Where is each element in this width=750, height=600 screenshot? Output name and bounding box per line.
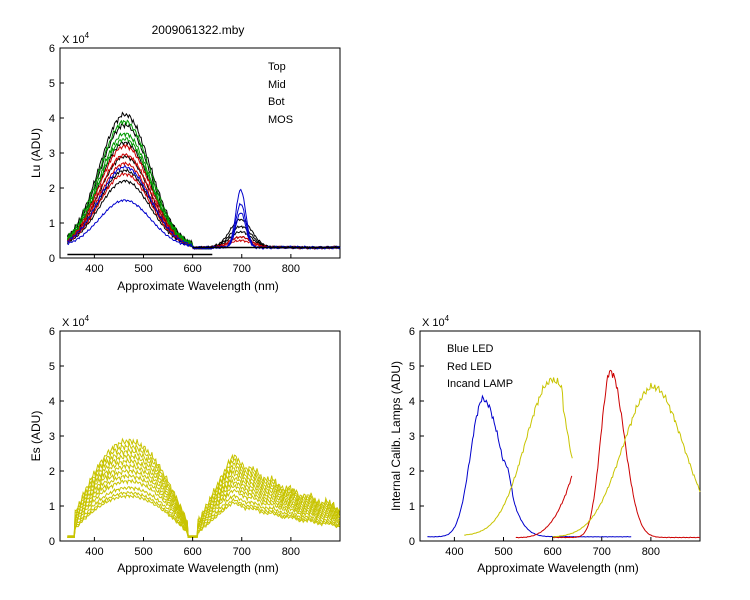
es-y-tick-label: 5 (49, 361, 55, 373)
es-y-tick-label: 4 (49, 396, 55, 408)
lamps-curves (427, 369, 701, 539)
lamps-y-ticks: 0 1 2 3 4 5 6 (409, 326, 424, 548)
lu-bot-line (66, 137, 212, 250)
es-line (67, 462, 340, 538)
es-y-tick-label: 3 (49, 431, 55, 443)
lu-y-tick-label: 2 (49, 183, 55, 195)
lu-legend: Top Mid Bot MOS (268, 61, 293, 126)
lu-chart: 400 500 600 700 800 0 1 2 3 4 5 6 X 104 Approximat… (29, 31, 341, 293)
lu-x-ticks: 400 500 600 700 800 (85, 254, 300, 275)
es-x-axis-label: Approximate Wavelength (nm) (117, 561, 279, 575)
lamps-y-tick-label: 0 (409, 536, 415, 548)
es-chart: 400 500 600 700 800 0 1 2 3 4 5 6 X 104 Approximat… (29, 314, 341, 575)
lamps-y-tick-label: 5 (409, 361, 415, 373)
es-y-tick-label: 1 (49, 501, 55, 513)
lu-top-line (67, 122, 212, 250)
lamps-x-tick-label: 600 (543, 546, 561, 558)
lamps-y-tick-label: 6 (409, 326, 415, 338)
lu-y-tick-label: 4 (49, 113, 55, 125)
lu-mos-line (67, 165, 213, 250)
lu-legend-mos: MOS (268, 114, 293, 126)
lu-x-tick-label: 500 (134, 263, 152, 275)
lamps-red-ledline (552, 369, 700, 539)
es-y-tick-label: 2 (49, 466, 55, 478)
es-y-axis-label: Es (ADU) (29, 411, 43, 462)
lamps-x-tick-label: 800 (642, 546, 660, 558)
es-line (67, 473, 340, 538)
lamps-legend-blue: Blue LED (447, 343, 494, 355)
lamps-multiplier: X 104 (422, 314, 450, 329)
es-y-ticks: 0 1 2 3 4 5 6 (49, 326, 64, 548)
lu-plot-area (59, 47, 341, 259)
lu-x-axis-label: Approximate Wavelength (nm) (117, 279, 279, 293)
lu-y-tick-label: 5 (49, 78, 55, 90)
lu-legend-bot: Bot (268, 96, 285, 108)
lu-mos-line (67, 199, 212, 250)
lu-multiplier: X 104 (62, 31, 90, 46)
lu-y-tick-label: 6 (49, 43, 55, 55)
es-line (67, 457, 340, 538)
es-multiplier: X 104 (62, 314, 90, 329)
es-x-tick-label: 500 (134, 546, 152, 558)
lamps-x-tick-label: 400 (445, 546, 463, 558)
lu-y-tick-label: 3 (49, 148, 55, 160)
lu-curves (66, 111, 341, 256)
lamps-legend-red: Red LED (447, 361, 492, 373)
lamps-y-tick-label: 1 (409, 501, 415, 513)
es-x-tick-label: 800 (282, 546, 300, 558)
lu-legend-mid: Mid (268, 79, 286, 91)
lu-x-tick-label: 600 (183, 263, 201, 275)
lamps-x-tick-label: 500 (494, 546, 512, 558)
es-y-tick-label: 6 (49, 326, 55, 338)
es-y-tick-label: 0 (49, 536, 55, 548)
lamps-y-tick-label: 4 (409, 396, 415, 408)
lamps-x-axis-label: Approximate Wavelength (nm) (477, 561, 639, 575)
lamps-legend: Blue LED Red LED Incand LAMP (447, 343, 513, 390)
lu-y-tick-label: 0 (49, 253, 55, 265)
es-curves (67, 437, 340, 538)
es-x-tick-label: 400 (85, 546, 103, 558)
lamps-y-axis-label: Internal Calib. Lamps (ADU) (389, 361, 403, 511)
lamps-y-tick-label: 2 (409, 466, 415, 478)
lamps-chart: 400 500 600 700 800 0 1 2 3 4 5 6 X 104 Approximat… (389, 314, 701, 575)
es-x-tick-label: 600 (183, 546, 201, 558)
lu-legend-top: Top (268, 61, 286, 73)
figure-title: 2009061322.mby (152, 23, 245, 37)
lamps-blue-led-tail-line (552, 535, 632, 538)
lamps-y-tick-label: 3 (409, 431, 415, 443)
lamps-blue-ledline (427, 394, 572, 538)
lu-y-axis-label: Lu (ADU) (29, 128, 43, 178)
lu-x-tick-label: 800 (282, 263, 300, 275)
lamps-x-ticks: 400 500 600 700 800 (445, 537, 660, 558)
es-line (67, 437, 340, 537)
lu-y-tick-label: 1 (49, 218, 55, 230)
lamps-x-tick-label: 700 (593, 546, 611, 558)
lu-y-ticks: 0 1 2 3 4 5 6 (49, 43, 64, 265)
es-line (67, 468, 340, 538)
lu-bot-line (66, 132, 213, 250)
es-x-ticks: 400 500 600 700 800 (85, 537, 300, 558)
es-x-tick-label: 700 (233, 546, 251, 558)
es-line (67, 494, 340, 538)
lu-x-tick-label: 700 (233, 263, 251, 275)
lamps-incand-lampline (464, 377, 573, 536)
lu-x-tick-label: 400 (85, 263, 103, 275)
lamps-legend-incand: Incand LAMP (447, 378, 513, 390)
lamps-incand-lamp-long-line (552, 382, 701, 538)
lamps-red-led-low-line (515, 475, 573, 539)
es-line (67, 441, 340, 537)
es-line (67, 491, 340, 538)
